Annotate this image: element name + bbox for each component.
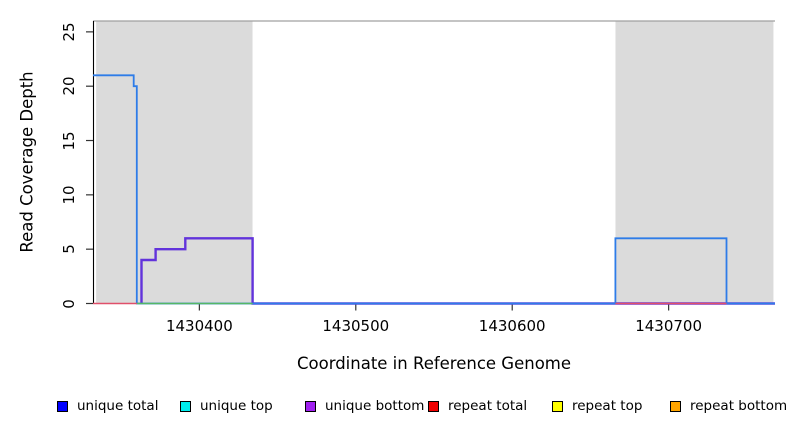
- legend-label: unique top: [200, 398, 273, 414]
- legend-label: unique bottom: [325, 398, 425, 414]
- legend-item-unique-top: unique top: [180, 398, 273, 414]
- legend-label: repeat top: [572, 398, 643, 414]
- repeat-region-right: [615, 21, 774, 304]
- unique-total-swatch-icon: [57, 400, 68, 412]
- repeat-total-swatch-icon: [428, 400, 439, 412]
- legend-label: repeat total: [448, 398, 528, 414]
- y-tick-label: 15: [60, 130, 78, 151]
- x-tick-label: 1430500: [322, 316, 390, 335]
- x-tick-label: 1430400: [165, 316, 233, 335]
- unique-top-swatch-icon: [180, 400, 191, 412]
- legend-item-unique-bottom: unique bottom: [305, 398, 424, 414]
- series-unique-total-line: [93, 74, 775, 305]
- legend-item-repeat-top: repeat top: [552, 398, 642, 414]
- legend-item-repeat-bottom: repeat bottom: [670, 398, 787, 414]
- repeat-top-swatch-icon: [552, 400, 563, 412]
- legend: unique total unique top unique bottom re…: [0, 398, 792, 422]
- repeat-region-left: [96, 21, 253, 304]
- legend-label: unique total: [77, 398, 159, 414]
- y-tick-label: 0: [60, 298, 78, 309]
- series-unique-bottom-line: [140, 237, 775, 305]
- x-axis-title: Coordinate in Reference Genome: [296, 354, 572, 373]
- y-tick-label: 5: [60, 244, 78, 254]
- x-tick-label: 1430700: [635, 316, 703, 335]
- legend-item-repeat-total: repeat total: [428, 398, 527, 414]
- y-tick-label: 20: [60, 76, 78, 96]
- x-tick-label: 1430600: [478, 316, 546, 335]
- repeat-bottom-swatch-icon: [670, 400, 681, 412]
- unique-bottom-swatch-icon: [305, 400, 316, 412]
- y-axis-title: Read Coverage Depth: [17, 71, 37, 253]
- y-tick-label: 25: [60, 22, 78, 42]
- legend-label: repeat bottom: [690, 398, 788, 414]
- legend-item-unique-total: unique total: [57, 398, 158, 414]
- y-tick-label: 10: [60, 185, 78, 205]
